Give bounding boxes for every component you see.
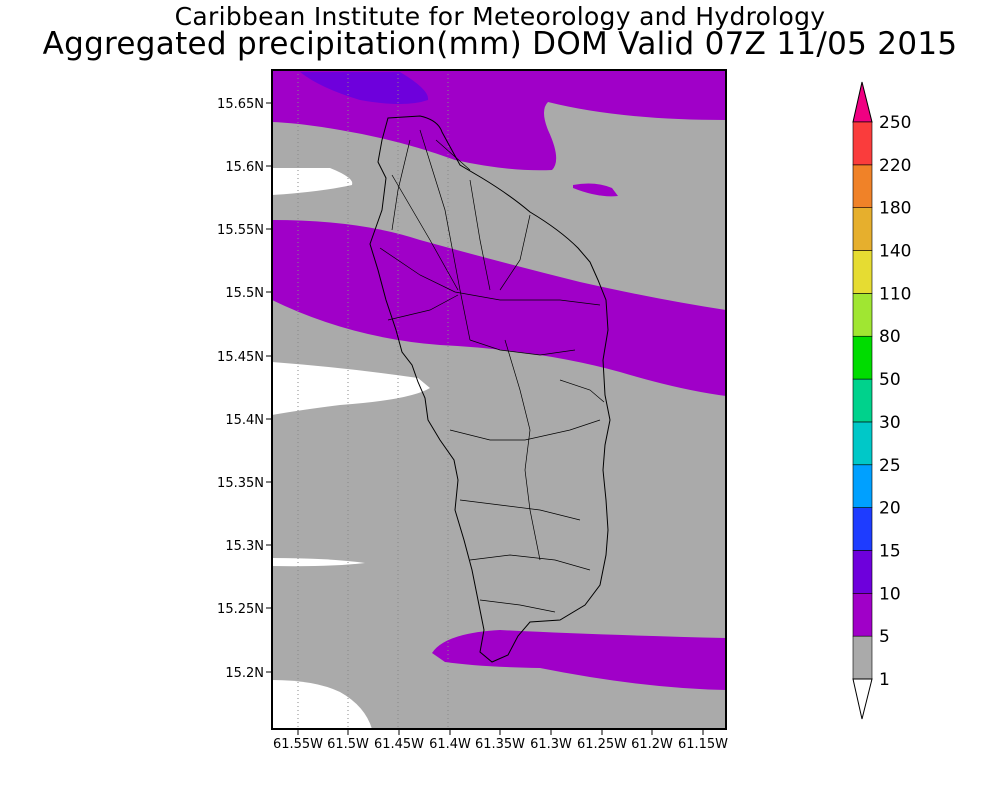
colorbar-label: 5 — [879, 627, 890, 647]
colorbar-label: 140 — [879, 242, 911, 262]
precip-10-15mm-area — [300, 72, 429, 104]
lat-tick-label: 15.6N — [225, 160, 264, 175]
lat-tick-label: 15.45N — [217, 350, 264, 365]
lon-tick-label: 61.3W — [530, 737, 572, 752]
lat-tick-label: 15.35N — [217, 476, 264, 491]
precip-below-1mm-area — [272, 362, 430, 415]
colorbar-box — [852, 378, 873, 423]
lat-tick-label: 15.3N — [225, 539, 264, 554]
colorbar-top-arrow — [852, 81, 873, 123]
lon-tick-label: 61.25W — [577, 737, 627, 752]
map-frame — [271, 69, 727, 730]
lon-axis — [297, 729, 704, 735]
lon-tick-label: 61.55W — [273, 737, 323, 752]
colorbar-label: 50 — [879, 370, 901, 390]
precip-5-10mm-area — [272, 220, 726, 396]
colorbar-label: 220 — [879, 156, 911, 176]
lon-tick-label: 61.2W — [631, 737, 673, 752]
lat-tick-labels: 15.65N 15.6N 15.55N 15.5N 15.45N 15.4N 1… — [217, 97, 264, 681]
colorbar-box — [852, 421, 873, 466]
colorbar-label: 25 — [879, 456, 901, 476]
colorbar-box — [852, 335, 873, 380]
colorbar-label: 10 — [879, 584, 901, 604]
colorbar-label: 80 — [879, 327, 901, 347]
colorbar-box — [852, 464, 873, 508]
colorbar-box — [852, 250, 873, 294]
colorbar-box — [852, 164, 873, 208]
dominica-outline — [369, 115, 611, 663]
lat-tick-label: 15.4N — [225, 413, 264, 428]
colorbar-label: 250 — [879, 113, 911, 133]
lat-tick-label: 15.2N — [225, 666, 264, 681]
colorbar-box — [852, 593, 873, 637]
lat-tick-label: 15.5N — [225, 286, 264, 301]
lon-tick-labels: 61.55W 61.5W 61.45W 61.4W 61.35W 61.3W 6… — [273, 737, 728, 752]
colorbar-box — [852, 507, 873, 551]
colorbar-bottom-arrow — [852, 678, 873, 720]
colorbar-label: 180 — [879, 199, 911, 219]
precip-below-1mm-area — [272, 558, 365, 567]
precip-below-1mm-area — [272, 680, 372, 729]
lat-tick-label: 15.65N — [217, 97, 264, 112]
colorbar-label: 110 — [879, 284, 911, 304]
colorbar-boxes — [852, 121, 873, 680]
colorbar-box — [852, 207, 873, 251]
lat-tick-label: 15.25N — [217, 602, 264, 617]
lon-tick-label: 61.4W — [429, 737, 471, 752]
colorbar-box — [852, 550, 873, 594]
colorbar-box — [852, 635, 873, 680]
precip-below-1mm-area — [272, 168, 353, 195]
lon-tick-label: 61.45W — [374, 737, 424, 752]
precip-5-10mm-area — [432, 630, 726, 690]
precip-5-10mm-area — [573, 183, 618, 197]
lon-tick-label: 61.15W — [678, 737, 728, 752]
colorbar-label: 15 — [879, 541, 901, 561]
colorbar-box — [852, 121, 873, 166]
colorbar-label: 30 — [879, 413, 901, 433]
colorbar-label: 1 — [879, 670, 890, 690]
title-institute: Caribbean Institute for Meteorology and … — [174, 2, 826, 31]
lat-tick-label: 15.55N — [217, 223, 264, 238]
lon-tick-label: 61.5W — [327, 737, 369, 752]
lat-axis — [266, 102, 272, 673]
title-product: Aggregated precipitation(mm) DOM Valid 0… — [42, 26, 958, 62]
lon-tick-label: 61.35W — [475, 737, 525, 752]
colorbar-label: 20 — [879, 499, 901, 519]
precip-field — [272, 70, 726, 729]
colorbar-box — [852, 293, 873, 337]
